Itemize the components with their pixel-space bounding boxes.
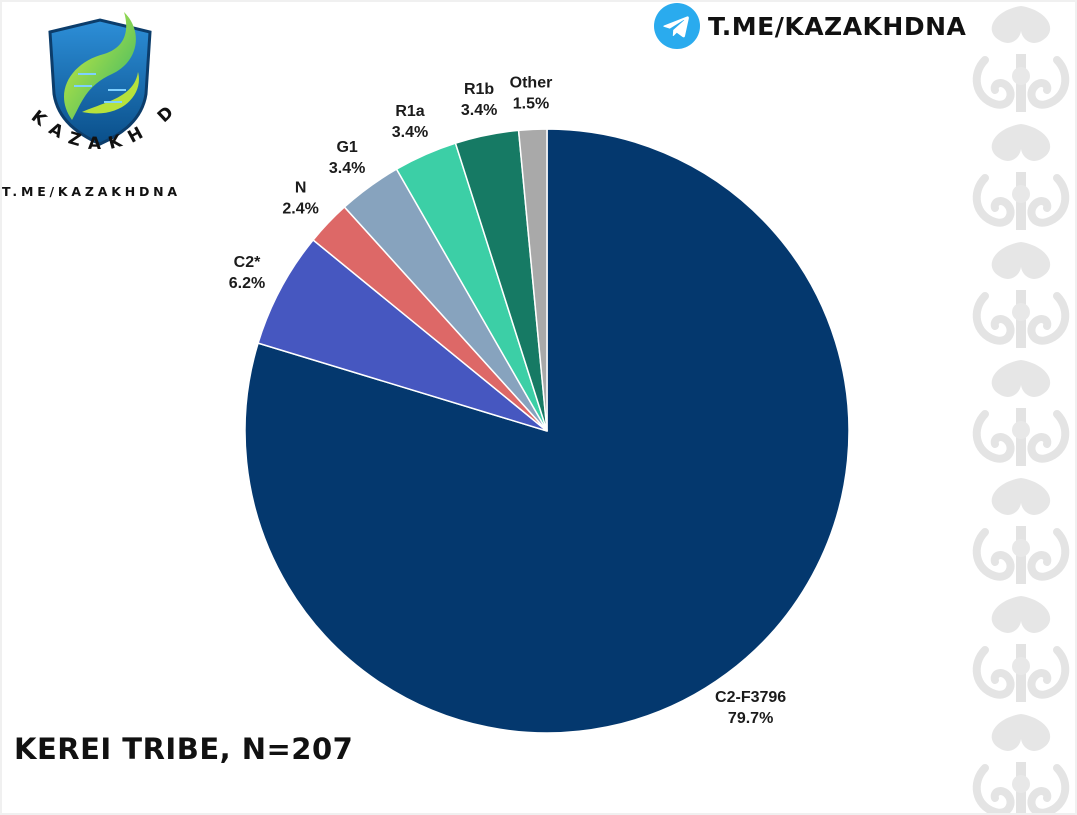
telegram-link[interactable]: T.ME/KAZAKHDNA — [654, 2, 966, 50]
pie-slices — [244, 128, 850, 734]
telegram-handle: T.ME/KAZAKHDNA — [708, 11, 967, 41]
slice-label-n: N 2.4% — [282, 180, 318, 218]
slice-category-r1b: R1b — [464, 81, 494, 98]
slice-label-other: Other 1.5% — [510, 74, 553, 112]
ornament-border — [965, 0, 1077, 815]
slice-value-c2: 6.2% — [229, 275, 265, 292]
slice-label-c2: C2* 6.2% — [229, 254, 265, 292]
slice-value-g1: 3.4% — [329, 160, 365, 177]
pie-labels: C2-F3796 79.7%C2* 6.2%N 2.4%G1 3.4%R1a 3.4%R1… — [229, 74, 787, 726]
pie-slice-other — [517, 128, 548, 432]
slice-category-g1: G1 — [336, 139, 357, 156]
slice-value-other: 1.5% — [513, 95, 549, 112]
slice-category-c2: C2* — [234, 254, 261, 271]
kazakh-dna-logo: KAZAKH DNA T.ME/KAZAKHDNA — [2, 2, 202, 202]
slice-category-r1a: R1a — [395, 103, 424, 120]
logo-url-text: T.ME/KAZAKHDNA — [2, 184, 181, 199]
dna-shield-icon — [48, 12, 152, 146]
pie-slice-c2 — [257, 238, 548, 432]
slice-category-other: Other — [510, 74, 553, 91]
telegram-icon — [654, 3, 700, 49]
slice-category-n: N — [295, 180, 307, 197]
slice-label-c2-f3796: C2-F3796 79.7% — [715, 689, 786, 727]
slice-label-r1b: R1b 3.4% — [461, 81, 497, 119]
slice-label-g1: G1 3.4% — [329, 139, 365, 177]
slice-label-r1a: R1a 3.4% — [392, 103, 428, 141]
slice-value-c2-f3796: 79.7% — [728, 710, 773, 727]
chart-caption: KEREI TRIBE, N=207 — [14, 732, 354, 766]
slice-category-c2-f3796: C2-F3796 — [715, 689, 786, 706]
slice-value-r1a: 3.4% — [392, 124, 428, 141]
slice-value-r1b: 3.4% — [461, 102, 497, 119]
slice-value-n: 2.4% — [282, 201, 318, 218]
